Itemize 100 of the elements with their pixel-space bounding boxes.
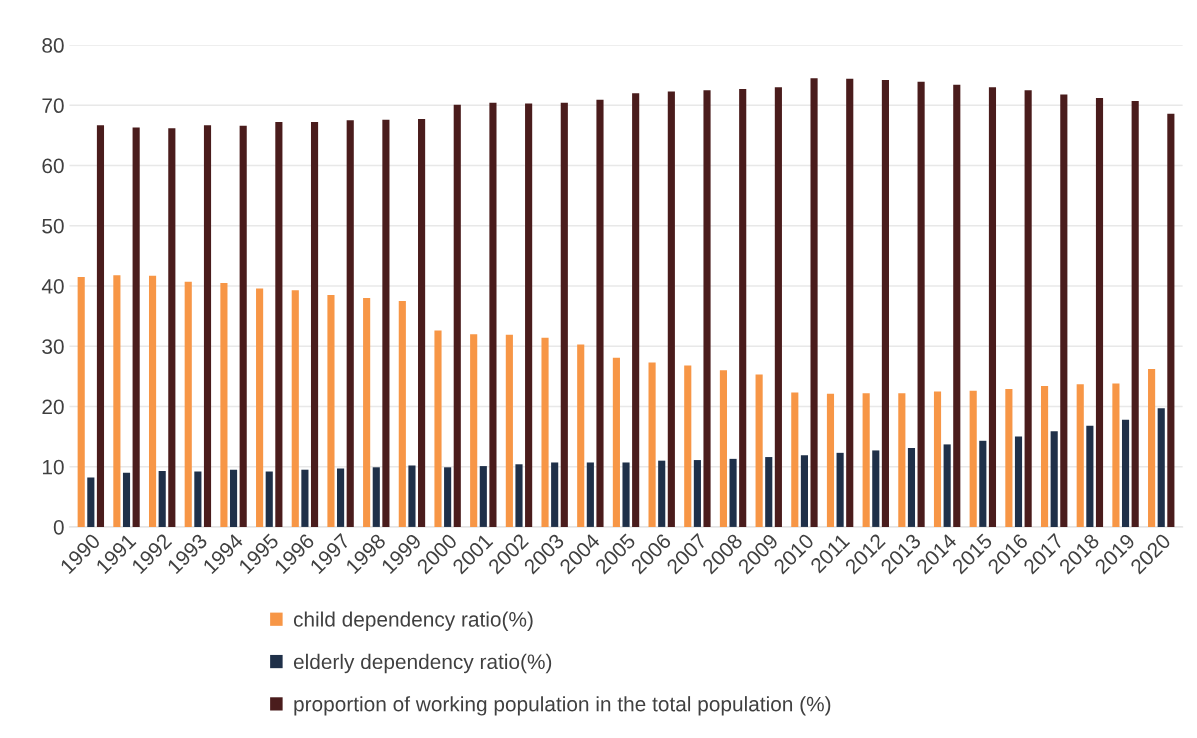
bar (943, 444, 951, 527)
bar (148, 275, 157, 527)
bar (479, 466, 487, 527)
bar (810, 78, 818, 527)
y-tick-label: 60 (42, 158, 64, 174)
bar (693, 460, 701, 527)
bar (979, 440, 987, 527)
bar (122, 472, 131, 527)
bar (739, 88, 747, 527)
bar (1024, 90, 1032, 527)
legend-label: elderly dependency ratio(%) (293, 653, 552, 674)
bar (541, 337, 549, 527)
bar (667, 91, 675, 527)
bar (291, 290, 299, 527)
bar (158, 470, 166, 527)
bar (872, 450, 880, 527)
bar (184, 281, 192, 527)
bar (1005, 388, 1013, 527)
bar (346, 120, 354, 527)
bar (622, 462, 630, 527)
bar (1148, 369, 1156, 527)
bar (846, 78, 854, 527)
bar (755, 374, 763, 527)
bar (1086, 425, 1094, 527)
bar (168, 128, 176, 527)
bar (791, 392, 799, 527)
y-tick-label: 0 (53, 519, 64, 535)
bar (444, 467, 452, 527)
bar (239, 125, 247, 527)
bar (96, 125, 105, 527)
bar (489, 102, 497, 527)
bar (577, 344, 585, 527)
bar (1157, 408, 1165, 527)
bar (907, 448, 916, 527)
y-tick-label: 20 (42, 399, 64, 415)
bar (77, 276, 85, 527)
bar (398, 301, 406, 527)
bar (1060, 94, 1068, 527)
y-tick-label: 70 (42, 98, 64, 114)
bar (826, 393, 835, 527)
bar (1040, 385, 1049, 527)
legend-label: proportion of working population in the total population (%) (294, 696, 831, 716)
bar (988, 87, 997, 527)
bar (132, 127, 140, 527)
bar (363, 298, 371, 527)
bar (1050, 431, 1058, 527)
y-tick-label: 50 (42, 218, 64, 234)
bar (774, 87, 782, 527)
bar (418, 119, 426, 527)
bar (87, 477, 95, 527)
bar (372, 467, 380, 527)
bar (1014, 436, 1023, 527)
bar (881, 79, 889, 527)
bar (229, 469, 238, 527)
bar (265, 471, 273, 527)
bar (862, 393, 870, 527)
bar (658, 460, 666, 527)
bar (953, 84, 961, 527)
bar (551, 462, 559, 527)
bar (382, 119, 390, 527)
legend-label: child dependency ratio(%) (293, 611, 533, 631)
bar (203, 125, 212, 527)
bar (113, 275, 121, 527)
bar (220, 282, 228, 527)
bar (256, 288, 264, 527)
bar (800, 455, 808, 527)
bar (898, 393, 906, 527)
bar (525, 103, 533, 527)
bar (337, 468, 345, 527)
bar (969, 390, 977, 527)
bar (836, 452, 844, 527)
bar (1112, 383, 1120, 527)
y-tick-label: 10 (42, 459, 64, 475)
bar (434, 330, 442, 527)
bar (505, 334, 513, 527)
bar (933, 391, 942, 527)
bar (1095, 98, 1104, 527)
bar (453, 104, 461, 527)
bar (632, 93, 640, 527)
bar (1131, 101, 1139, 527)
bar (310, 122, 319, 527)
bar (586, 462, 594, 527)
bar (301, 469, 309, 527)
y-tick-label: 40 (41, 278, 64, 294)
bar (560, 102, 568, 527)
bar (719, 370, 727, 527)
bar (515, 464, 523, 527)
bar (648, 362, 656, 527)
bar (684, 365, 692, 527)
bar (917, 81, 925, 527)
bar (765, 457, 773, 527)
bar (1167, 113, 1175, 527)
y-tick-label: 80 (42, 38, 64, 53)
bar (470, 334, 478, 527)
bar (275, 122, 283, 527)
bar (1076, 384, 1084, 527)
bar (729, 458, 737, 527)
y-tick-label: 30 (42, 339, 64, 354)
bar (703, 90, 711, 527)
bar (408, 465, 416, 527)
